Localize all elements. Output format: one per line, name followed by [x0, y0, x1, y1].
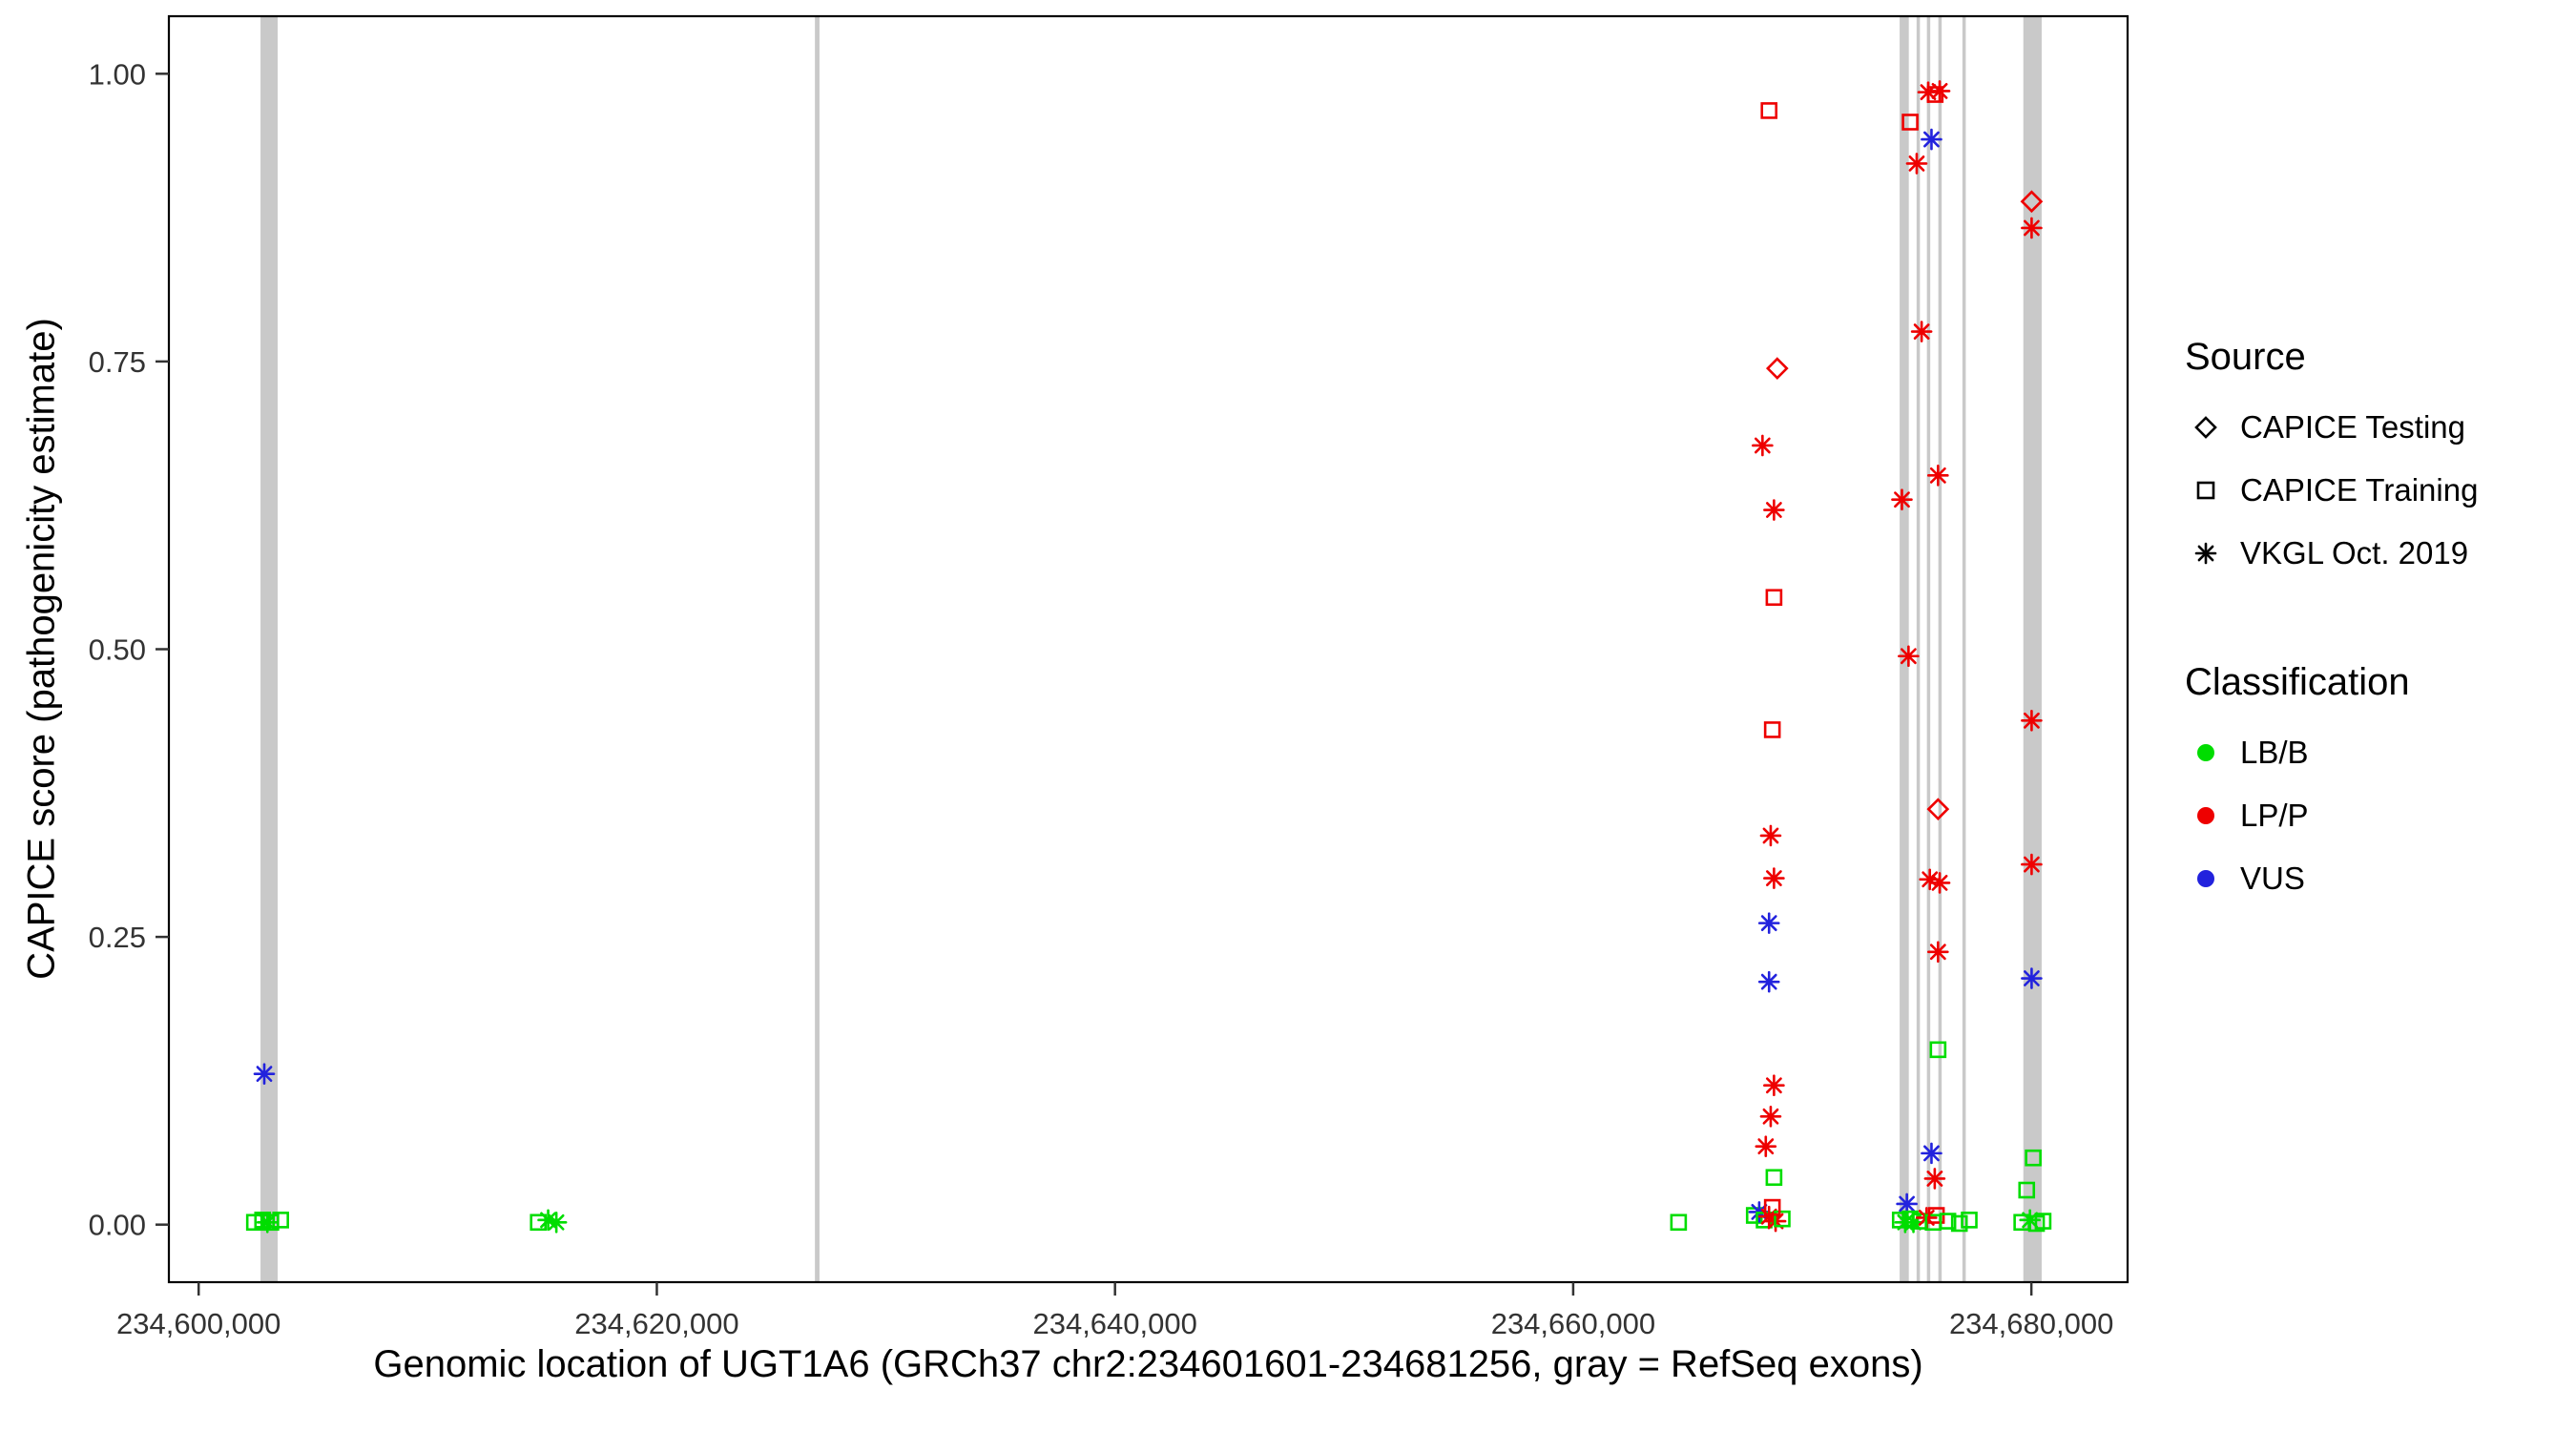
legend-item-capice-training: CAPICE Training	[2185, 459, 2478, 522]
legend-item-label: LB/B	[2240, 735, 2309, 770]
data-point-square	[1763, 721, 1781, 738]
refseq-exon-bar	[2023, 16, 2042, 1282]
data-point-asterisk	[2021, 709, 2043, 732]
data-point-asterisk	[1910, 321, 1933, 342]
y-tick-label: 1.00	[89, 57, 146, 91]
legend-item-label: CAPICE Testing	[2240, 409, 2465, 445]
refseq-exon-bar	[1926, 16, 1931, 1282]
data-point-asterisk	[1927, 941, 1949, 964]
data-point-square	[1961, 1212, 1978, 1229]
x-axis-title: Genomic location of UGT1A6 (GRCh37 chr2:…	[373, 1343, 1923, 1385]
refseq-exon-bar	[260, 16, 279, 1282]
data-point-square	[1950, 1214, 1968, 1233]
lpp-color-dot-icon	[2185, 795, 2227, 837]
panel-border	[167, 14, 2129, 1284]
legend: Source CAPICE Testing CAPICE Training	[2185, 336, 2478, 910]
legend-item-lpp: LP/P	[2185, 784, 2478, 847]
diamond-icon	[2185, 406, 2227, 448]
x-tick-label: 234,620,000	[574, 1307, 738, 1340]
data-point-square	[1926, 86, 1944, 103]
y-tick-label: 0.00	[89, 1209, 146, 1242]
y-tick-label: 0.50	[89, 633, 146, 667]
data-point-asterisk	[1752, 434, 1774, 457]
data-point-diamond	[1765, 357, 1789, 380]
data-point-square	[272, 1212, 290, 1229]
refseq-exon-bar	[815, 16, 820, 1282]
data-point-square	[2025, 1149, 2042, 1167]
data-point-asterisk	[256, 1211, 279, 1234]
legend-source-group: Source CAPICE Testing CAPICE Training	[2185, 336, 2478, 585]
square-icon	[2185, 469, 2227, 511]
data-point-asterisk	[545, 1211, 568, 1234]
legend-item-capice-testing: CAPICE Testing	[2185, 396, 2478, 459]
data-point-square	[1760, 102, 1778, 119]
legend-item-label: VKGL Oct. 2019	[2240, 535, 2469, 570]
data-point-asterisk	[1759, 824, 1782, 847]
data-point-square	[1929, 1041, 1947, 1059]
data-point-asterisk	[253, 1063, 276, 1085]
legend-item-label: VUS	[2240, 861, 2305, 896]
vus-color-dot-icon	[2185, 858, 2227, 900]
y-axis-title: CAPICE score (pathogenicity estimate)	[20, 318, 63, 980]
data-point-square	[2018, 1181, 2036, 1199]
data-point-asterisk	[1896, 1192, 1918, 1215]
data-point-asterisk	[1921, 1142, 1942, 1165]
data-point-asterisk	[1763, 1074, 1785, 1097]
data-point-asterisk	[1763, 867, 1785, 889]
data-point-square	[1774, 1210, 1791, 1228]
data-point-asterisk	[1928, 872, 1951, 894]
refseq-exon-bar	[1900, 16, 1909, 1282]
data-point-square	[1763, 1198, 1781, 1216]
data-point-square	[1901, 114, 1919, 131]
x-tick-label: 234,660,000	[1491, 1307, 1655, 1340]
legend-item-vus: VUS	[2185, 847, 2478, 910]
y-tick-label: 0.75	[89, 345, 146, 379]
data-point-asterisk	[2021, 853, 2043, 876]
x-tick-label: 234,640,000	[1032, 1307, 1196, 1340]
legend-classification-title: Classification	[2185, 661, 2410, 703]
x-tick-label: 234,680,000	[1949, 1307, 2113, 1340]
data-point-asterisk	[1927, 465, 1949, 487]
legend-item-lbb: LB/B	[2185, 721, 2478, 784]
data-point-asterisk	[1905, 153, 1928, 175]
data-point-asterisk	[2021, 967, 2043, 989]
data-point-square	[1927, 1207, 1945, 1224]
data-point-square	[530, 1213, 548, 1232]
refseq-exon-bar	[1938, 16, 1942, 1282]
data-point-asterisk	[1921, 128, 1942, 151]
data-point-square	[1939, 1213, 1957, 1230]
y-tick-label: 0.25	[89, 921, 146, 954]
legend-source-title: Source	[2185, 336, 2306, 378]
data-point-diamond	[2020, 190, 2044, 214]
data-point-square	[2034, 1213, 2052, 1230]
data-point-asterisk	[2021, 217, 2043, 239]
lbb-color-dot-icon	[2185, 732, 2227, 774]
data-point-asterisk	[1755, 1135, 1777, 1157]
data-point-asterisk	[1757, 970, 1780, 993]
data-point-asterisk	[1928, 80, 1951, 102]
data-point-asterisk	[1763, 499, 1785, 521]
refseq-exon-bar	[1916, 16, 1921, 1282]
legend-classification-group: Classification LB/B LP/P	[2185, 661, 2478, 910]
data-point-square	[1670, 1213, 1688, 1232]
data-point-asterisk	[1891, 488, 1913, 510]
refseq-exon-bar	[1962, 16, 1966, 1282]
x-tick-label: 234,600,000	[116, 1307, 280, 1340]
data-point-asterisk	[1923, 1168, 1946, 1190]
data-point-square	[1765, 589, 1783, 607]
data-point-asterisk	[1757, 912, 1780, 934]
legend-item-label: CAPICE Training	[2240, 472, 2479, 508]
data-point-diamond	[1926, 798, 1950, 821]
data-point-square	[1765, 1169, 1783, 1187]
asterisk-icon	[2185, 532, 2227, 574]
data-point-asterisk	[1898, 645, 1920, 668]
legend-item-label: LP/P	[2240, 798, 2309, 833]
data-point-asterisk	[1759, 1105, 1782, 1128]
legend-item-vkgl: VKGL Oct. 2019	[2185, 522, 2478, 585]
